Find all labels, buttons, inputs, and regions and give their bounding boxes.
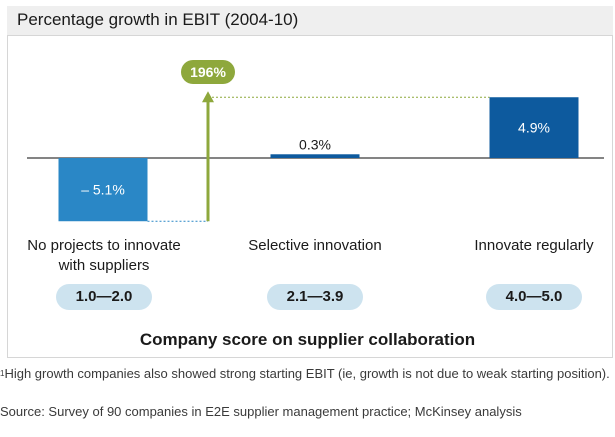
footnote: 1High growth companies also showed stron… — [0, 366, 612, 382]
footnote-marker: 1 — [0, 369, 5, 378]
bar-no-projects — [58, 158, 148, 222]
growth-badge-label: 196% — [190, 64, 226, 80]
growth-badge — [181, 60, 235, 84]
category-label-no-projects: No projects to innovate with suppliers — [27, 237, 181, 274]
value-label-selective: 0.3% — [299, 136, 331, 152]
category-label-regular: Innovate regularly — [474, 237, 594, 254]
score-pill-mid: 2.1—3.9 — [267, 284, 363, 310]
score-pill-high: 4.0—5.0 — [486, 284, 582, 310]
value-label-regular: 4.9% — [518, 120, 550, 136]
score-pill-low: 1.0—2.0 — [56, 284, 152, 310]
value-label-no-projects: – 5.1% — [81, 182, 125, 198]
growth-arrow-head — [202, 91, 214, 103]
footnote-text: High growth companies also showed strong… — [4, 366, 610, 381]
x-axis-title: Company score on supplier collaboration — [139, 330, 476, 349]
category-label-selective: Selective innovation — [248, 237, 382, 254]
chart-title: Percentage growth in EBIT (2004-10) — [17, 10, 299, 29]
title-strip — [7, 6, 613, 36]
bar-selective — [270, 154, 360, 158]
bar-regular — [489, 97, 579, 158]
source-note: Source: Survey of 90 companies in E2E su… — [0, 404, 522, 419]
